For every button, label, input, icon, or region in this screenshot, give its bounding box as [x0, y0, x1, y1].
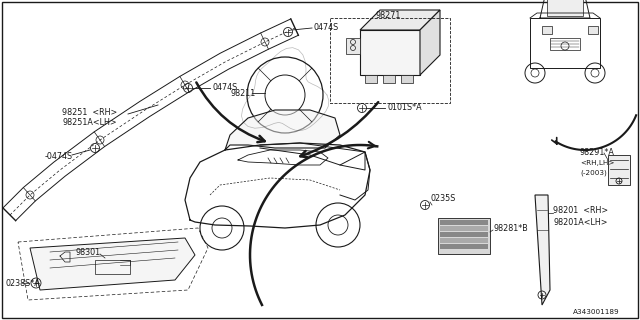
- Bar: [550, 38, 580, 50]
- Bar: [440, 226, 488, 231]
- Bar: [530, 18, 600, 68]
- Bar: [440, 232, 488, 237]
- Text: 98251  <RH>: 98251 <RH>: [62, 108, 117, 116]
- Text: A343001189: A343001189: [573, 309, 620, 315]
- Bar: [440, 220, 488, 225]
- Bar: [608, 155, 630, 185]
- Bar: [346, 38, 360, 54]
- Polygon shape: [420, 10, 440, 75]
- Text: 98201A<LH>: 98201A<LH>: [553, 218, 607, 227]
- Text: 0101S*A: 0101S*A: [387, 102, 422, 111]
- Text: 98301: 98301: [75, 247, 100, 257]
- Bar: [360, 30, 420, 75]
- Text: 98251A<LH>: 98251A<LH>: [62, 117, 116, 126]
- Text: (-2003): (-2003): [580, 170, 607, 176]
- Text: -0474S: -0474S: [45, 151, 73, 161]
- Polygon shape: [535, 195, 550, 305]
- Text: 98281*B: 98281*B: [493, 223, 528, 233]
- Bar: [365, 75, 377, 83]
- Bar: [440, 238, 488, 243]
- Text: 0474S: 0474S: [313, 22, 339, 31]
- Text: 98211: 98211: [230, 89, 255, 98]
- Text: 0235S: 0235S: [430, 194, 456, 203]
- Bar: [330, 18, 450, 103]
- Bar: [440, 244, 488, 249]
- Text: 98291*A: 98291*A: [580, 148, 615, 156]
- Polygon shape: [225, 110, 340, 150]
- Text: <RH,LH>: <RH,LH>: [580, 160, 614, 166]
- Polygon shape: [360, 10, 440, 30]
- Bar: [401, 75, 413, 83]
- Bar: [547, 0, 583, 16]
- Text: 98271: 98271: [375, 11, 401, 20]
- Polygon shape: [30, 238, 195, 290]
- Bar: [588, 26, 598, 34]
- Text: 98201  <RH>: 98201 <RH>: [553, 205, 608, 214]
- Bar: [438, 218, 490, 254]
- Text: 0474S: 0474S: [212, 83, 237, 92]
- Text: 0238S*A: 0238S*A: [5, 278, 40, 287]
- Bar: [95, 260, 130, 274]
- Bar: [383, 75, 395, 83]
- Bar: [542, 26, 552, 34]
